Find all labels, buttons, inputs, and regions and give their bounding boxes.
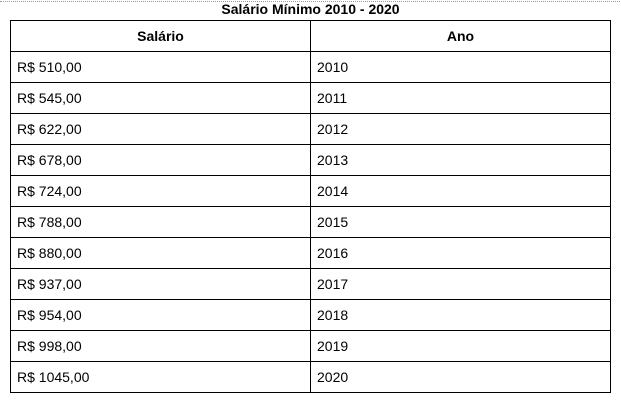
cell-salario: R$ 1045,00 xyxy=(10,361,311,393)
cell-salario: R$ 788,00 xyxy=(10,206,311,238)
minimum-wage-table: Salário Ano R$ 510,00 2010 R$ 545,00 201… xyxy=(10,20,611,393)
cell-salario: R$ 510,00 xyxy=(10,51,311,83)
table-row: R$ 678,00 2013 xyxy=(10,144,611,176)
cell-ano: 2019 xyxy=(310,330,611,362)
cell-ano: 2013 xyxy=(310,144,611,176)
header-row: Salário Ano xyxy=(10,20,611,52)
header-ano: Ano xyxy=(310,20,611,52)
table-row: R$ 788,00 2015 xyxy=(10,206,611,238)
table-row: R$ 1045,00 2020 xyxy=(10,361,611,393)
cell-salario: R$ 622,00 xyxy=(10,113,311,145)
table-row: R$ 724,00 2014 xyxy=(10,175,611,207)
cell-ano: 2011 xyxy=(310,82,611,114)
cell-salario: R$ 880,00 xyxy=(10,237,311,269)
cell-ano: 2020 xyxy=(310,361,611,393)
table-row: R$ 998,00 2019 xyxy=(10,330,611,362)
cell-salario: R$ 545,00 xyxy=(10,82,311,114)
header-salario: Salário xyxy=(10,20,311,52)
table-row: R$ 954,00 2018 xyxy=(10,299,611,331)
table-title: Salário Mínimo 2010 - 2020 xyxy=(221,1,400,17)
cell-salario: R$ 724,00 xyxy=(10,175,311,207)
table-row: R$ 880,00 2016 xyxy=(10,237,611,269)
table-row: R$ 937,00 2017 xyxy=(10,268,611,300)
cell-ano: 2014 xyxy=(310,175,611,207)
table-row: R$ 545,00 2011 xyxy=(10,82,611,114)
cell-ano: 2018 xyxy=(310,299,611,331)
cell-ano: 2012 xyxy=(310,113,611,145)
cell-salario: R$ 937,00 xyxy=(10,268,311,300)
cell-ano: 2016 xyxy=(310,237,611,269)
cell-salario: R$ 954,00 xyxy=(10,299,311,331)
cell-salario: R$ 998,00 xyxy=(10,330,311,362)
table-row: R$ 510,00 2010 xyxy=(10,51,611,83)
cell-ano: 2017 xyxy=(310,268,611,300)
table-row: R$ 622,00 2012 xyxy=(10,113,611,145)
cell-salario: R$ 678,00 xyxy=(10,144,311,176)
top-dotted-border xyxy=(0,1,620,2)
cell-ano: 2010 xyxy=(310,51,611,83)
cell-ano: 2015 xyxy=(310,206,611,238)
